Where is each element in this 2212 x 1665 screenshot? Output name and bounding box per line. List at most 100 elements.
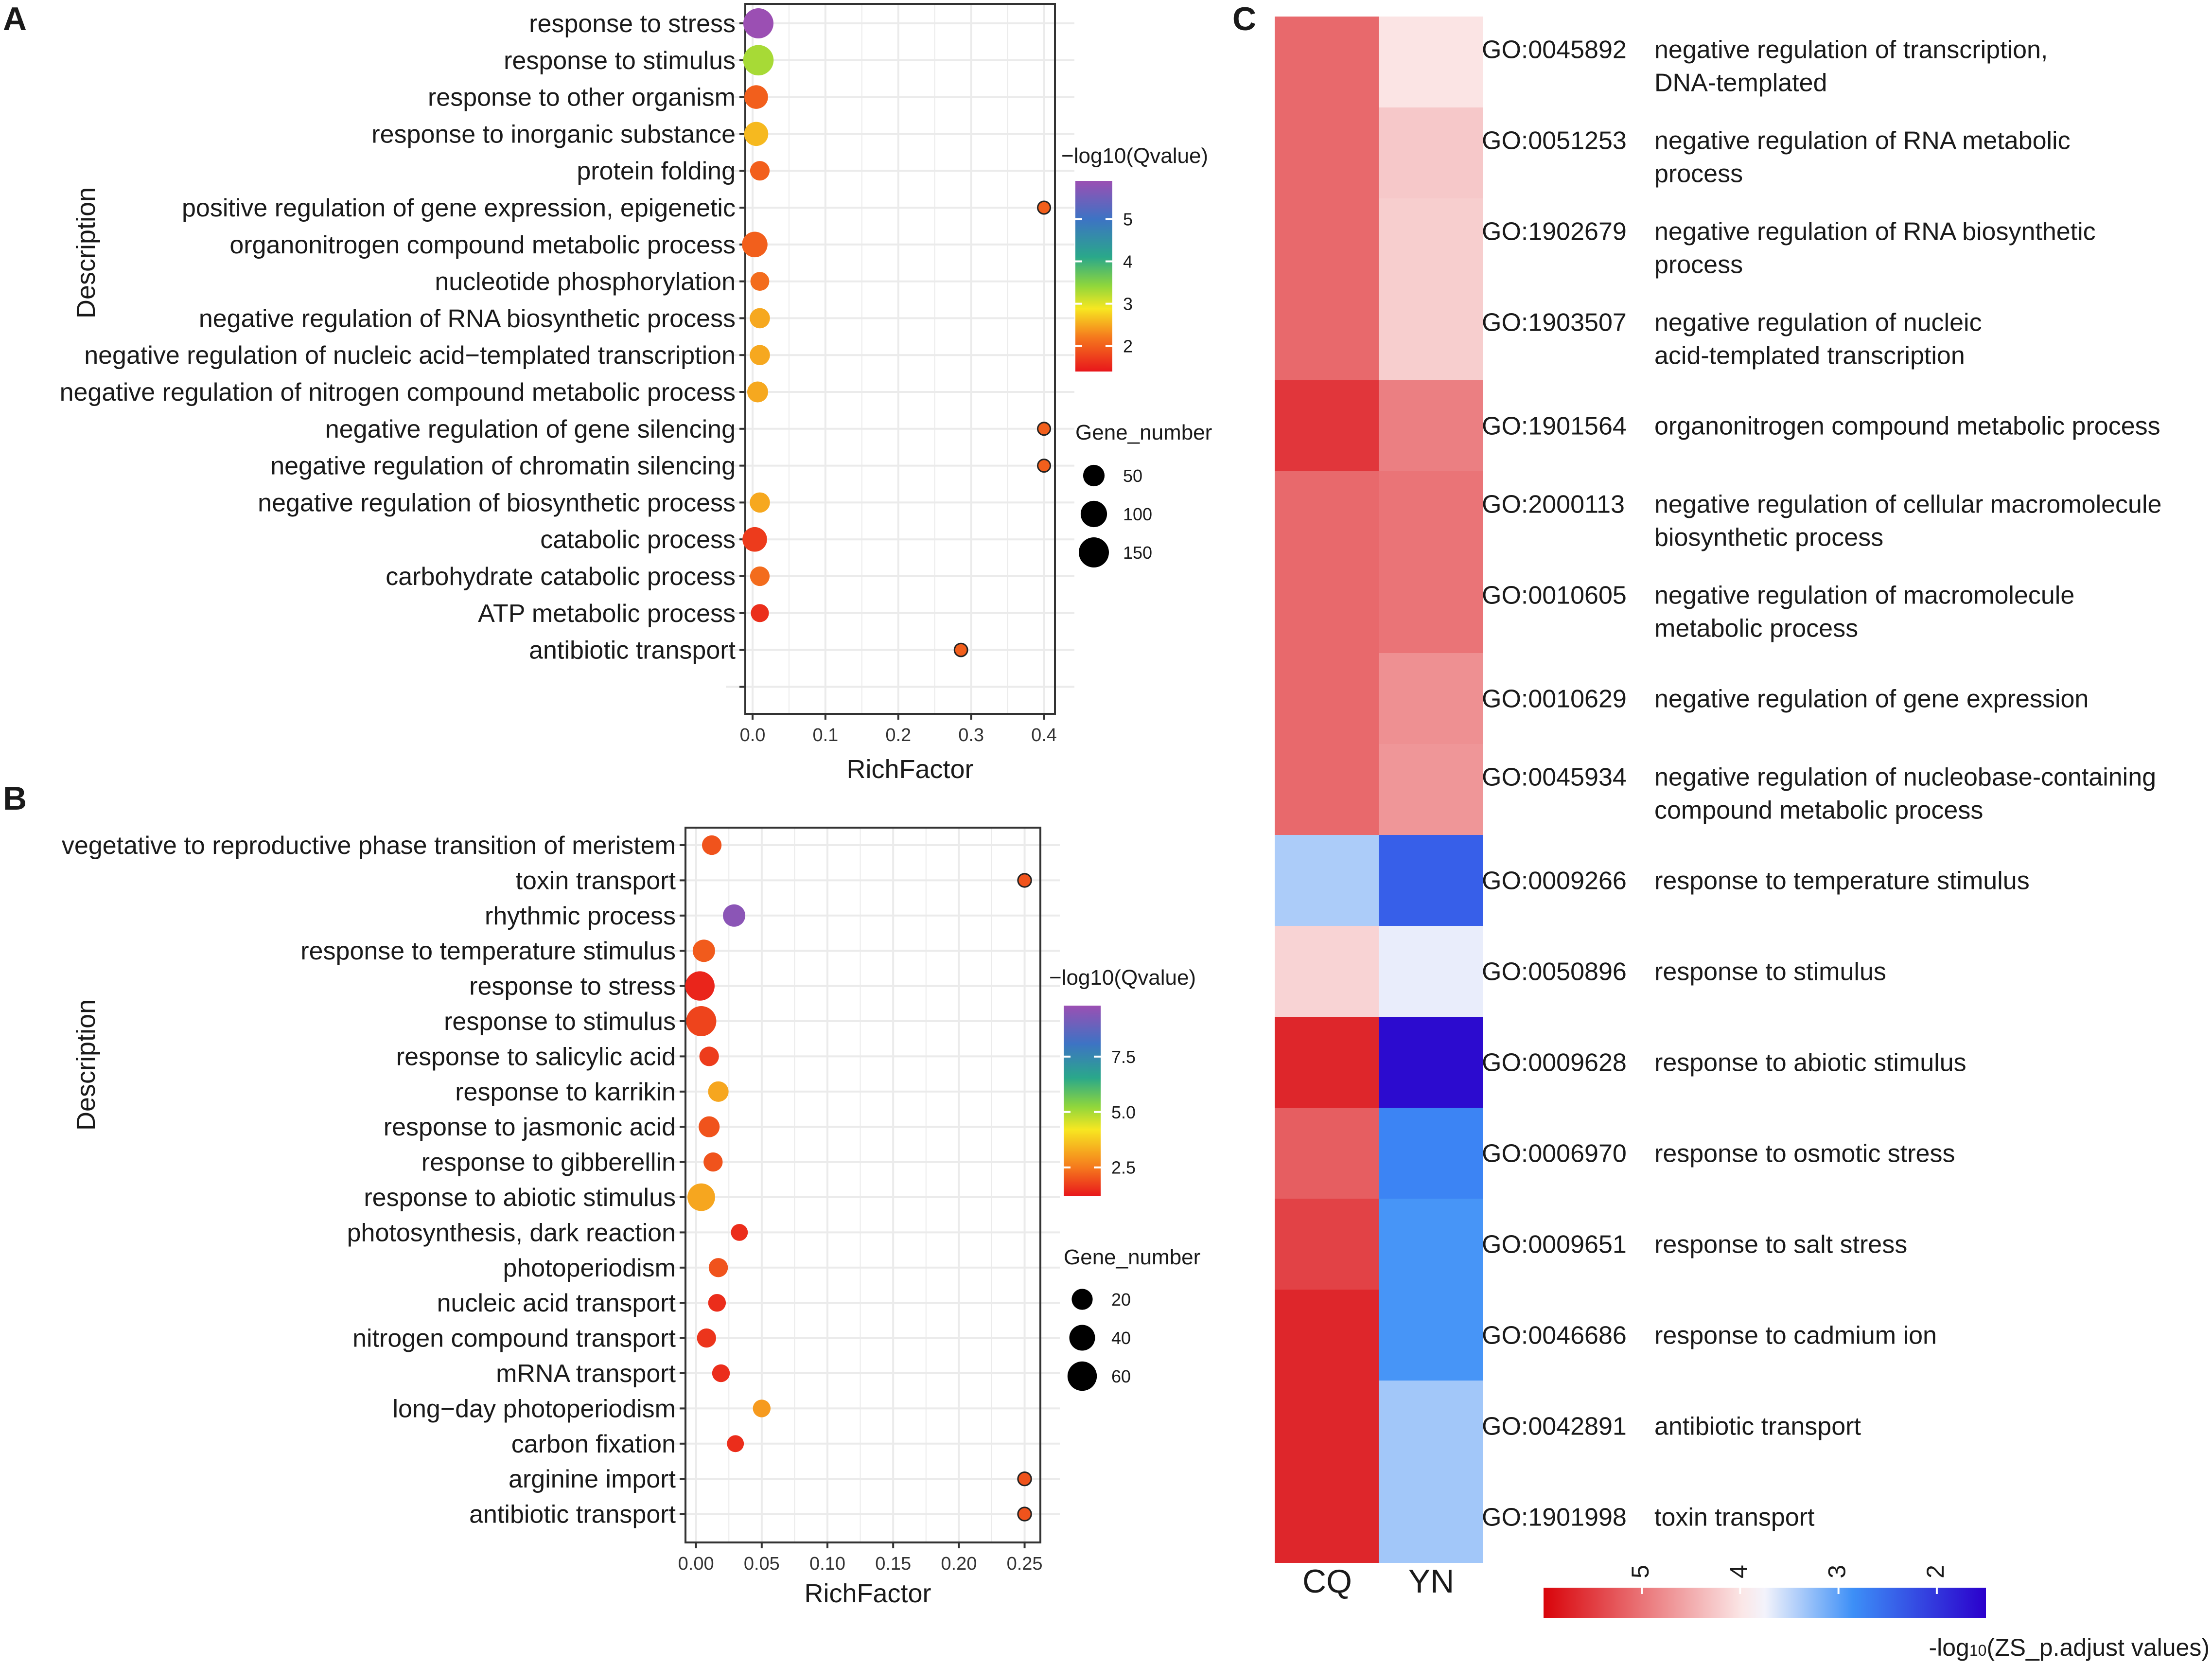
colorbar-tick-label: 5 xyxy=(1123,209,1133,229)
data-point xyxy=(1017,873,1032,888)
panel-c-color-legend: 5 4 3 2 -log10(ZS_p.adjust values) xyxy=(1544,1565,2210,1661)
x-tick-label: 0.15 xyxy=(875,1554,911,1574)
data-point xyxy=(747,381,768,403)
x-tick-label: 0.4 xyxy=(1031,725,1057,745)
heatmap-cell xyxy=(1379,744,1483,835)
data-point xyxy=(750,161,770,181)
y-tick-label: photoperiodism xyxy=(503,1254,676,1282)
y-tick-label: positive regulation of gene expression, … xyxy=(182,194,736,222)
data-point xyxy=(723,904,746,927)
y-tick-label: photosynthesis, dark reaction xyxy=(347,1219,676,1247)
size-legend-label: 50 xyxy=(1123,466,1142,486)
panel-b-y-axis-title: Description xyxy=(71,999,101,1131)
colorbar-tick-label: 3 xyxy=(1123,294,1133,314)
panel-a: A response to stress response to stimulus… xyxy=(3,0,1212,784)
panel-a-y-labels: response to stress response to stimulus re… xyxy=(60,10,745,688)
x-tick-label: 0.00 xyxy=(678,1554,714,1574)
heatmap-cell xyxy=(1275,562,1379,654)
panel-b-x-ticks: 0.00 0.05 0.10 0.15 0.20 0.25 xyxy=(678,1542,1043,1574)
heatmap-cell xyxy=(1275,653,1379,744)
data-point xyxy=(708,1258,728,1277)
y-tick-label: negative regulation of RNA biosynthetic … xyxy=(199,304,736,333)
y-tick-label: organonitrogen compound metabolic proces… xyxy=(229,231,736,259)
y-tick-label: negative regulation of biosynthetic proc… xyxy=(258,489,736,517)
panel-b-size-legend-items: 20 40 60 xyxy=(1067,1289,1131,1391)
go-id-label: GO:0045934 xyxy=(1482,763,1627,792)
y-tick-label: response to karrikin xyxy=(455,1078,676,1106)
panel-a-color-legend: −log10(Qvalue) 2 3 4 5 xyxy=(1061,144,1208,372)
y-tick-label: response to salicylic acid xyxy=(396,1043,676,1071)
data-point xyxy=(712,1364,730,1382)
go-term-label: negative regulation of RNA biosynthetic xyxy=(1654,218,2096,246)
panel-c-heatmap-cells xyxy=(1275,17,1483,1563)
heatmap-cell xyxy=(1275,1108,1379,1199)
x-tick-label: 0.1 xyxy=(812,725,838,745)
data-point xyxy=(685,971,715,1001)
panel-b-points xyxy=(685,835,1032,1522)
go-term-label: response to salt stress xyxy=(1654,1231,1907,1259)
size-legend-dot xyxy=(1080,500,1107,528)
heatmap-cell xyxy=(1379,1471,1483,1563)
y-tick-label: response to stimulus xyxy=(504,47,736,75)
go-id-label: GO:1902679 xyxy=(1482,218,1627,246)
colorbar-tick-label: 7.5 xyxy=(1111,1047,1136,1067)
y-tick-label: response to gibberellin xyxy=(421,1149,676,1177)
data-point xyxy=(744,122,769,146)
y-tick-label: response to temperature stimulus xyxy=(300,937,676,965)
x-tick-label: 0.10 xyxy=(809,1554,845,1574)
data-point xyxy=(750,492,770,513)
data-point xyxy=(1017,1506,1032,1522)
colorbar-tick-label: 4 xyxy=(1725,1565,1752,1578)
panel-b-size-legend: Gene_number 20 40 60 xyxy=(1064,1245,1200,1391)
x-tick-label: 0.3 xyxy=(958,725,984,745)
panel-b-grid xyxy=(666,828,1060,1542)
panel-c-colorbar-ticks: 5 4 3 2 xyxy=(1627,1565,1949,1594)
go-term-label: compound metabolic process xyxy=(1654,797,1983,825)
y-tick-label: long−day photoperiodism xyxy=(392,1395,676,1423)
panel-b-color-legend-title: −log10(Qvalue) xyxy=(1049,966,1196,990)
go-id-label: GO:1901564 xyxy=(1482,412,1627,441)
go-term-label: antibiotic transport xyxy=(1654,1413,1861,1441)
size-legend-dot xyxy=(1083,464,1105,487)
go-id-label: GO:0051253 xyxy=(1482,127,1627,155)
heatmap-cell xyxy=(1275,1199,1379,1290)
panel-a-points xyxy=(742,8,1052,657)
go-term-label: DNA-templated xyxy=(1654,69,1827,97)
go-term-label: toxin transport xyxy=(1654,1504,1815,1532)
panel-a-plot-border xyxy=(744,3,1056,715)
x-tick-label: 0.0 xyxy=(740,725,766,745)
data-point xyxy=(744,85,768,109)
data-point xyxy=(699,1116,720,1137)
go-id-label: GO:0010629 xyxy=(1482,685,1627,713)
data-point xyxy=(727,1435,744,1452)
x-tick-label: 0.05 xyxy=(744,1554,780,1574)
heatmap-cell xyxy=(1275,107,1379,199)
go-id-label: GO:0045892 xyxy=(1482,36,1627,64)
y-tick-label: response to stress xyxy=(469,973,676,1001)
y-tick-label: response to inorganic substance xyxy=(371,120,736,148)
data-point xyxy=(731,1224,748,1241)
data-point xyxy=(751,604,769,622)
heatmap-cell xyxy=(1275,835,1379,926)
size-legend-label: 40 xyxy=(1111,1328,1131,1348)
y-tick-label: negative regulation of nitrogen compound… xyxy=(60,378,736,407)
panel-b-x-axis-title: RichFactor xyxy=(804,1579,931,1608)
size-legend-label: 150 xyxy=(1123,543,1152,563)
data-point xyxy=(1037,422,1052,436)
panel-a-colorbar xyxy=(1075,181,1112,372)
data-point xyxy=(1037,459,1052,473)
panel-b-plot-border xyxy=(685,827,1041,1543)
go-term-label: negative regulation of transcription, xyxy=(1654,36,2048,64)
x-tick-label: 0.2 xyxy=(885,725,911,745)
size-legend-dot xyxy=(1071,1289,1093,1310)
size-legend-label: 20 xyxy=(1111,1290,1131,1310)
go-term-label: response to cadmium ion xyxy=(1654,1322,1937,1350)
heatmap-cell xyxy=(1379,289,1483,381)
go-term-label: negative regulation of cellular macromol… xyxy=(1654,491,2161,519)
x-tick-label: 0.20 xyxy=(941,1554,977,1574)
heatmap-cell xyxy=(1275,926,1379,1017)
go-term-label: biosynthetic process xyxy=(1654,524,1883,552)
y-tick-label: negative regulation of chromatin silenci… xyxy=(270,452,736,480)
heatmap-column-label: YN xyxy=(1408,1563,1454,1600)
